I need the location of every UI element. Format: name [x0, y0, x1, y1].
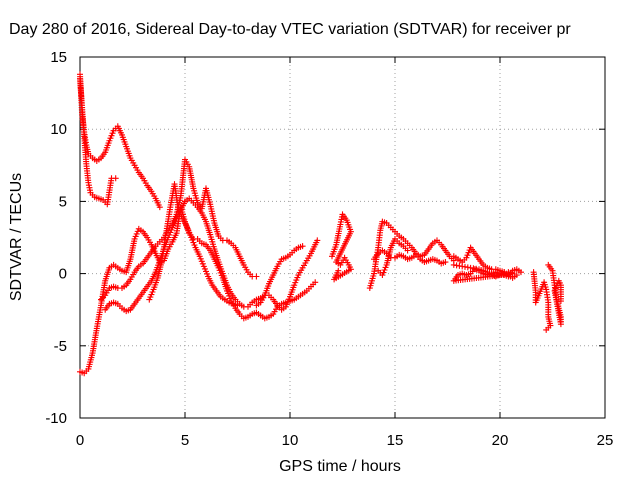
y-tick-label: 5	[59, 193, 67, 210]
data-points	[77, 71, 564, 377]
grid-lines	[80, 57, 605, 418]
data-point	[156, 204, 163, 211]
chart-title: Day 280 of 2016, Sidereal Day-to-day VTE…	[9, 21, 571, 38]
tick-labels: 0 5 10 15 20 25 -10 -5 0 5 10 15	[45, 49, 613, 449]
y-tick-label: 10	[50, 121, 67, 138]
data-point	[404, 247, 411, 254]
y-tick-label: -10	[45, 410, 67, 427]
x-axis-title: GPS time / hours	[279, 458, 401, 475]
data-point	[518, 269, 524, 276]
data-point	[253, 273, 260, 280]
x-tick-label: 5	[181, 432, 189, 449]
x-tick-label: 20	[492, 432, 509, 449]
x-tick-label: 0	[76, 432, 84, 449]
data-point	[335, 267, 342, 274]
data-point	[314, 237, 321, 244]
data-point	[442, 259, 449, 266]
data-point	[234, 302, 241, 309]
data-point	[112, 175, 119, 182]
x-tick-label: 15	[387, 432, 404, 449]
data-point	[543, 326, 550, 333]
x-tick-label: 25	[597, 432, 614, 449]
y-tick-label: 0	[59, 266, 67, 283]
data-point	[513, 272, 520, 279]
y-tick-label: 15	[50, 49, 67, 66]
plot-frame	[79, 56, 606, 419]
axis-ticks	[79, 56, 606, 419]
y-tick-label: -5	[54, 338, 67, 355]
data-point	[299, 243, 306, 250]
data-point	[312, 279, 319, 286]
x-tick-label: 10	[282, 432, 299, 449]
y-axis-title: SDTVAR / TECUs	[8, 173, 25, 301]
data-point	[557, 298, 564, 305]
